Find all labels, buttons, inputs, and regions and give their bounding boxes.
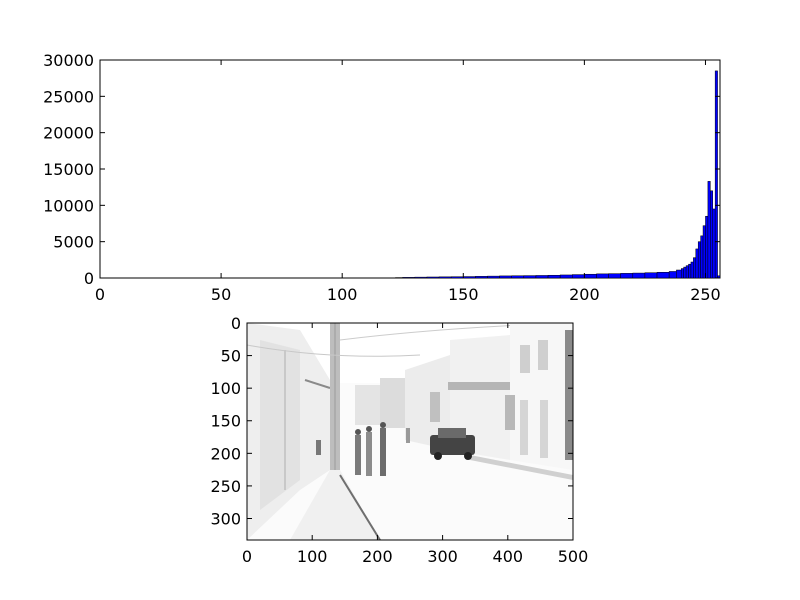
histogram-bar bbox=[559, 274, 573, 279]
histogram-bar bbox=[547, 274, 561, 279]
y-tick-label: 250 bbox=[210, 477, 241, 496]
histogram-bar bbox=[402, 277, 416, 279]
x-tick-label: 0 bbox=[242, 547, 252, 566]
histogram-bar bbox=[632, 272, 646, 279]
y-tick-label: 0 bbox=[231, 314, 241, 333]
histogram-bar bbox=[535, 275, 549, 279]
histogram-bar bbox=[705, 215, 709, 279]
histogram-bar bbox=[644, 272, 658, 279]
histogram-bar bbox=[690, 261, 694, 279]
x-tick-label: 50 bbox=[211, 285, 231, 304]
y-tick-label: 15000 bbox=[43, 160, 94, 179]
histogram-bar bbox=[676, 269, 682, 279]
histogram-bar bbox=[487, 275, 500, 279]
y-tick-label: 10000 bbox=[43, 196, 94, 215]
histogram-bar bbox=[712, 208, 716, 279]
x-tick-label: 500 bbox=[558, 547, 589, 566]
x-tick-label: 200 bbox=[569, 285, 600, 304]
histogram-bar bbox=[700, 235, 704, 279]
x-tick-label: 100 bbox=[327, 285, 358, 304]
histogram-bar bbox=[608, 273, 621, 279]
image-x-ticks: 0 100 200 300 400 500 bbox=[242, 323, 588, 566]
y-tick-label: 100 bbox=[210, 379, 241, 398]
histogram-bar bbox=[426, 276, 440, 279]
histogram-x-ticks: 0 50 100 150 200 250 bbox=[95, 60, 721, 304]
histogram-bar bbox=[584, 273, 597, 279]
histogram-bar bbox=[656, 272, 670, 279]
histogram-bar bbox=[702, 225, 706, 279]
histogram-bar bbox=[714, 70, 718, 279]
y-tick-label: 30000 bbox=[43, 51, 94, 70]
x-tick-label: 0 bbox=[95, 285, 105, 304]
y-tick-label: 5000 bbox=[53, 233, 94, 252]
histogram-bar bbox=[499, 275, 512, 279]
histogram-bar bbox=[414, 276, 428, 279]
image-frame bbox=[246, 322, 574, 541]
y-tick-label: 50 bbox=[221, 347, 241, 366]
x-tick-label: 250 bbox=[690, 285, 721, 304]
histogram-bar bbox=[697, 241, 701, 279]
x-tick-label: 100 bbox=[297, 547, 328, 566]
street-photo bbox=[246, 323, 573, 541]
histogram-bar bbox=[572, 274, 585, 279]
x-tick-label: 200 bbox=[362, 547, 393, 566]
histogram-bar bbox=[511, 275, 525, 279]
histogram-bar bbox=[707, 181, 711, 279]
histogram-bar bbox=[475, 276, 488, 279]
histogram-chart: 0 50 100 150 200 250 0 5000 10000 15000 20000 2500… bbox=[43, 51, 721, 304]
histogram-bar bbox=[668, 271, 677, 279]
x-tick-label: 400 bbox=[493, 547, 524, 566]
histogram-bar bbox=[683, 266, 687, 279]
y-tick-label: 20000 bbox=[43, 124, 94, 143]
image-panel: 0 100 200 300 400 500 0 50 100 150 200 250 300 bbox=[210, 314, 588, 566]
histogram-bar bbox=[523, 275, 537, 279]
image-y-ticks: 0 50 100 150 200 250 300 bbox=[210, 314, 573, 528]
y-tick-label: 300 bbox=[210, 509, 241, 528]
histogram-bar bbox=[685, 265, 689, 279]
histogram-bar bbox=[695, 248, 699, 279]
histogram-bar bbox=[450, 276, 464, 279]
histogram-bar bbox=[688, 263, 692, 279]
histogram-bar bbox=[710, 190, 713, 279]
y-tick-label: 200 bbox=[210, 444, 241, 463]
histogram-plot-area bbox=[99, 59, 721, 279]
y-tick-label: 0 bbox=[84, 269, 94, 288]
histogram-bars bbox=[395, 70, 721, 279]
histogram-bar bbox=[596, 273, 609, 279]
x-tick-label: 150 bbox=[448, 285, 479, 304]
histogram-bar bbox=[681, 268, 684, 279]
histogram-bar bbox=[693, 257, 697, 279]
histogram-bar bbox=[463, 276, 476, 279]
y-tick-label: 150 bbox=[210, 412, 241, 431]
histogram-bar bbox=[620, 273, 634, 279]
x-tick-label: 300 bbox=[427, 547, 458, 566]
y-tick-label: 25000 bbox=[43, 87, 94, 106]
histogram-y-ticks: 0 5000 10000 15000 20000 25000 30000 bbox=[43, 51, 720, 288]
histogram-bar bbox=[438, 276, 452, 279]
